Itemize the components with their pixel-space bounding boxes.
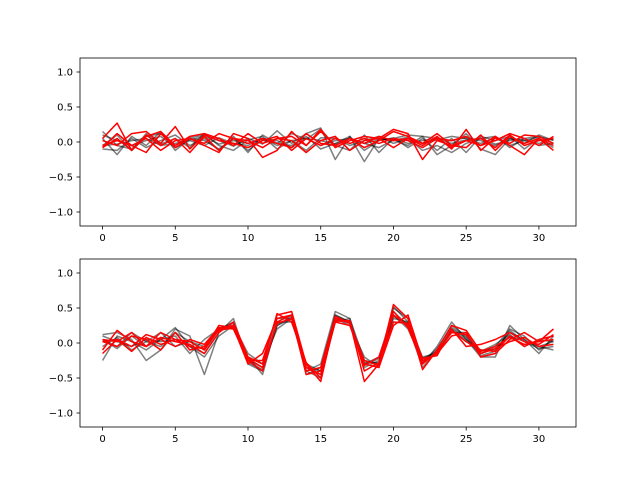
red-series-line-9	[102, 310, 554, 372]
red-series-line-8	[102, 312, 554, 379]
y-tick-label: −0.5	[49, 173, 73, 184]
y-tick-label: −0.5	[49, 374, 73, 385]
red-series-line-10	[102, 314, 554, 376]
x-tick-label: 0	[99, 434, 105, 445]
x-tick-label: 25	[460, 434, 473, 445]
x-tick-label: 10	[242, 434, 255, 445]
top-subplot: 0 5 10 15 20 25 30 −1.0 −0.5 0.0 0.5 1.0	[49, 57, 577, 244]
y-tick-label: 0.5	[57, 304, 73, 315]
x-tick-label: 20	[387, 434, 400, 445]
x-tick-label: 15	[314, 434, 327, 445]
x-tick-label: 25	[460, 233, 473, 244]
x-tick-label: 0	[99, 233, 105, 244]
y-tick-label: 1.0	[57, 269, 73, 280]
y-tick-label: −1.0	[49, 409, 73, 420]
y-tick-label: −1.0	[49, 208, 73, 219]
bottom-subplot: 0 5 10 15 20 25 30 −1.0 −0.5 0.0 0.5 1.0	[49, 258, 577, 445]
x-tick-label: 5	[172, 233, 178, 244]
x-tick-label: 30	[533, 434, 546, 445]
x-tick-label: 30	[533, 233, 546, 244]
x-tick-label: 15	[314, 233, 327, 244]
y-tick-label: 1.0	[57, 68, 73, 79]
y-tick-label: 0.5	[57, 103, 73, 114]
x-tick-label: 5	[172, 434, 178, 445]
red-series-line-10	[102, 130, 554, 156]
x-tick-label: 10	[242, 233, 255, 244]
x-tick-label: 20	[387, 233, 400, 244]
y-tick-label: 0.0	[57, 339, 73, 350]
y-tick-label: 0.0	[57, 138, 73, 149]
